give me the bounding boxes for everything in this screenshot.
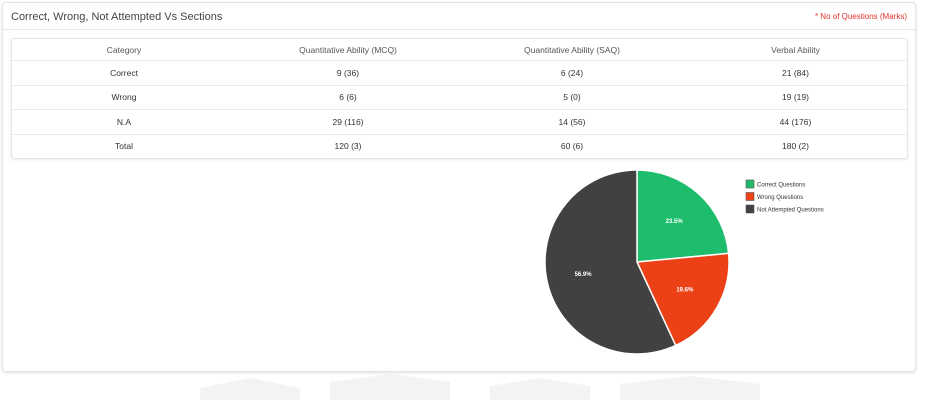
header-quant-mcq: Quantitative Ability (MCQ): [236, 39, 460, 61]
cell-value: 6 (6): [236, 85, 460, 110]
background-watermark: [200, 374, 760, 400]
cell-value: 5 (0): [460, 85, 684, 110]
cell-value: 180 (2): [782, 141, 809, 152]
pie-slice-label: 23.5%: [666, 219, 684, 225]
marks-note: * No of Questions (Marks): [814, 12, 907, 21]
header-category: Category: [12, 39, 236, 61]
pie-chart: 23.5% 19.6% 56.9% Correct Questions Wrong Qu…: [544, 169, 824, 355]
table-row: Correct 9 (36) 6 (24) 21 (84): [12, 60, 907, 86]
cell-value: 19 (19): [684, 85, 907, 110]
pie-slice-1[interactable]: [635, 252, 730, 347]
pie-slice-label: 56.9%: [575, 272, 593, 278]
pie-slice-label: 19.6%: [676, 287, 694, 293]
cell-value: 21 (84): [684, 60, 907, 86]
cell-value: 9 (36): [236, 60, 460, 86]
cell-value: 44 (176): [684, 109, 907, 135]
legend-label[interactable]: Not Attempted Questions: [757, 208, 824, 214]
table-row: N.A 29 (116) 14 (56) 44 (176): [12, 109, 907, 135]
cell-value: 14 (56): [460, 109, 684, 135]
pie-slice-0[interactable]: [636, 169, 730, 263]
legend-swatch[interactable]: [745, 179, 755, 189]
cell-value: 29 (116): [236, 109, 460, 135]
cell-category: Wrong: [12, 85, 236, 110]
legend-label[interactable]: Wrong Questions: [757, 195, 803, 201]
table-row: Wrong 6 (6) 5 (0) 19 (19): [12, 85, 907, 110]
header-quant-saq: Quantitative Ability (SAQ): [460, 39, 684, 61]
legend-swatch[interactable]: [745, 204, 755, 214]
results-card: Correct, Wrong, Not Attempted Vs Section…: [2, 2, 916, 372]
sections-table: Category Quantitative Ability (MCQ) Quan…: [12, 39, 907, 158]
cell-value: 6 (24): [460, 60, 684, 86]
cell-category: N.A: [12, 109, 236, 135]
legend-label[interactable]: Correct Questions: [757, 183, 805, 189]
cell-value: 60 (6): [560, 141, 584, 152]
card-header: Correct, Wrong, Not Attempted Vs Section…: [3, 3, 915, 30]
table-header-row: Category Quantitative Ability (MCQ) Quan…: [12, 39, 907, 61]
cell-category: Total: [115, 141, 133, 152]
legend-swatch[interactable]: [745, 192, 755, 201]
cell-value: 120 (3): [334, 141, 362, 152]
table-row: Total 120 (3) 60 (6) 180 (2): [12, 134, 907, 158]
header-verbal: Verbal Ability: [684, 39, 907, 61]
sections-table-wrapper: Category Quantitative Ability (MCQ) Quan…: [11, 38, 908, 159]
pie-slice-2[interactable]: [544, 169, 677, 355]
cell-category: Correct: [12, 60, 236, 86]
card-title: Correct, Wrong, Not Attempted Vs Section…: [11, 11, 223, 23]
